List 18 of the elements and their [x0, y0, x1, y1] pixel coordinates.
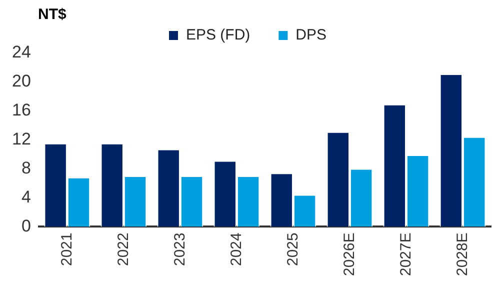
- x-tick-label: 2027E: [397, 232, 414, 276]
- legend-label: EPS (FD): [186, 26, 250, 44]
- x-tick-label: 2024: [228, 232, 245, 266]
- x-tick-label: 2023: [171, 232, 188, 266]
- x-tick-label: 2028E: [454, 232, 471, 276]
- x-tick-label: 2021: [58, 232, 76, 266]
- y-tick-label: 12: [12, 130, 31, 148]
- x-tick-label: 2025: [284, 232, 302, 266]
- y-tick-label: 8: [21, 158, 31, 178]
- y-axis-title: NT$: [38, 6, 66, 23]
- x-tick-label: 2022: [114, 232, 132, 266]
- legend-label: DPS: [296, 26, 327, 44]
- x-tick-label: 2026E: [340, 232, 358, 276]
- y-tick-label: 16: [12, 100, 31, 120]
- y-tick-label: 0: [21, 216, 31, 236]
- y-tick-label: 24: [12, 42, 31, 62]
- y-tick-label: 20: [12, 72, 31, 91]
- y-tick-label: 4: [21, 187, 31, 206]
